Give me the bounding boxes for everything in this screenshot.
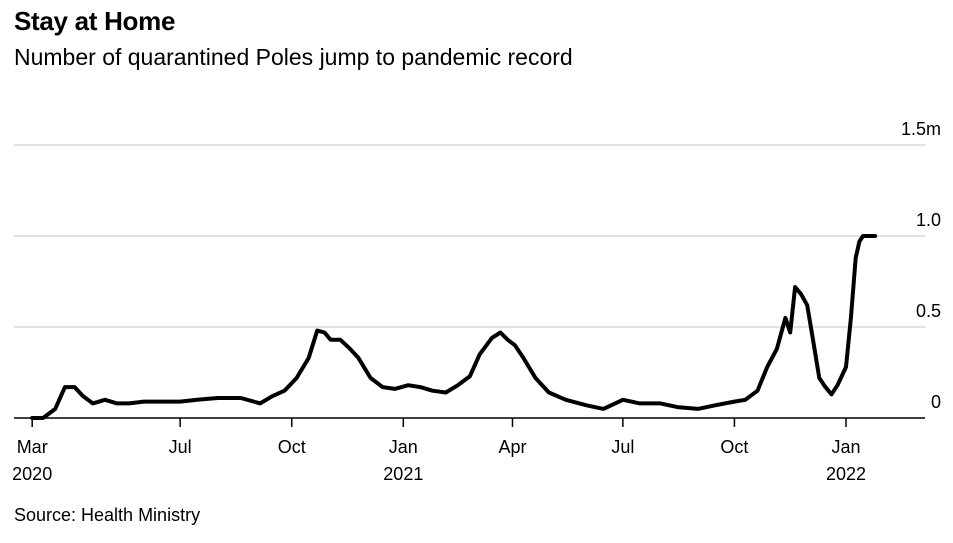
x-tick-year-label-3: 2021 — [383, 464, 423, 484]
x-tick-label-0: Mar — [17, 437, 48, 457]
x-tick-label-6: Oct — [720, 437, 748, 457]
grid-layer — [14, 144, 925, 427]
series-line-0 — [30, 234, 878, 420]
y-tick-label-1: 0.5 — [916, 301, 941, 321]
x-tick-label-5: Jul — [611, 437, 634, 457]
line-chart: 0 0.5 1.0 1.5m Mar 2020 Jul Oct Jan 2021 Apr Jul Oct… — [12, 119, 941, 484]
y-tick-label-0: 0 — [931, 392, 941, 412]
x-tick-label-4: Apr — [498, 437, 526, 457]
tick-label-layer: 0 0.5 1.0 1.5m Mar 2020 Jul Oct Jan 2021 Apr Jul Oct… — [12, 119, 941, 484]
chart-subtitle: Number of quarantined Poles jump to pand… — [14, 44, 573, 70]
x-tick-year-label-0: 2020 — [12, 464, 52, 484]
series-layer — [30, 234, 878, 420]
y-tick-label-3: 1.5m — [901, 119, 941, 139]
x-tick-label-2: Oct — [278, 437, 306, 457]
x-tick-year-label-7: 2022 — [826, 464, 866, 484]
x-tick-label-3: Jan — [389, 437, 418, 457]
source-note: Source: Health Ministry — [14, 505, 201, 525]
x-tick-label-7: Jan — [832, 437, 861, 457]
x-tick-label-1: Jul — [169, 437, 192, 457]
chart-title: Stay at Home — [14, 6, 176, 36]
y-tick-label-2: 1.0 — [916, 210, 941, 230]
